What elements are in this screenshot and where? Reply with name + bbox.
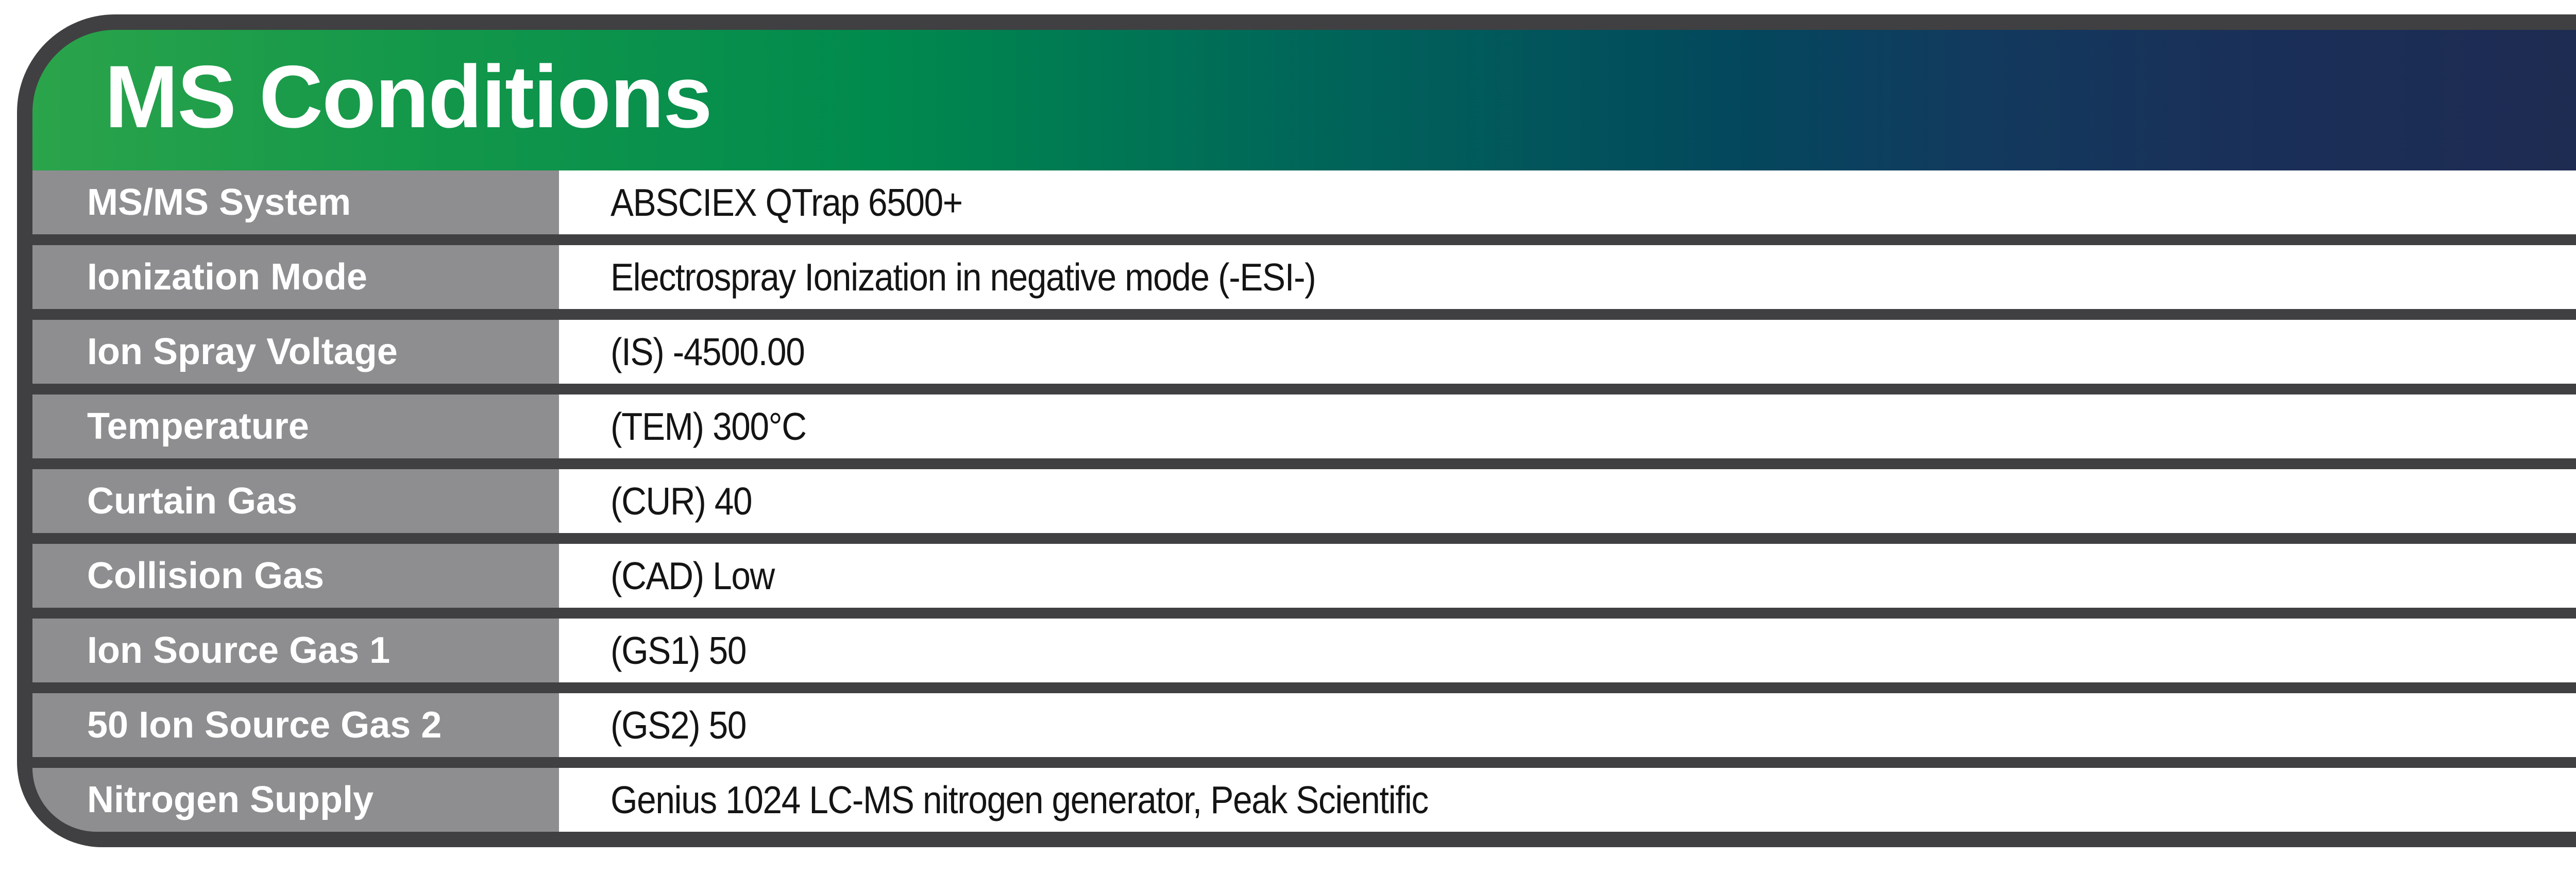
table-row: Collision Gas (CAD) Low [32,544,2576,608]
table-row: Curtain Gas (CUR) 40 [32,469,2576,533]
row-label: Curtain Gas [32,469,559,533]
row-label: Nitrogen Supply [32,768,559,832]
row-value: (CAD) Low [559,544,2576,608]
table-row: Nitrogen Supply Genius 1024 LC-MS nitrog… [32,768,2576,832]
row-value-text: (TEM) 300°C [611,405,807,448]
table-row: Ionization Mode Electrospray Ionization … [32,245,2576,309]
ms-conditions-table: MS Conditions MS/MS System ABSCIEX QTrap… [17,14,2576,847]
row-value: (GS2) 50 [559,693,2576,757]
row-value: (TEM) 300°C [559,394,2576,458]
row-value: (GS1) 50 [559,619,2576,682]
row-value: ABSCIEX QTrap 6500+ [559,170,2576,234]
table-body: MS/MS System ABSCIEX QTrap 6500+ Ionizat… [32,170,2576,832]
row-label: MS/MS System [32,170,559,234]
table-title: MS Conditions [105,47,713,146]
table-row: MS/MS System ABSCIEX QTrap 6500+ [32,170,2576,234]
row-value: Electrospray Ionization in negative mode… [559,245,2576,309]
row-value-text: Electrospray Ionization in negative mode… [611,255,1316,299]
row-value-text: (IS) -4500.00 [611,330,805,373]
row-label: Ion Spray Voltage [32,320,559,384]
row-label: Ion Source Gas 1 [32,619,559,682]
row-value-text: ABSCIEX QTrap 6500+ [611,181,963,224]
row-label: 50 Ion Source Gas 2 [32,693,559,757]
row-value: Genius 1024 LC-MS nitrogen generator, Pe… [559,768,2576,832]
row-value-text: Genius 1024 LC-MS nitrogen generator, Pe… [611,778,1429,821]
row-label: Temperature [32,394,559,458]
row-value-text: (GS2) 50 [611,704,747,747]
table-row: 50 Ion Source Gas 2 (GS2) 50 [32,693,2576,757]
row-value-text: (CAD) Low [611,554,775,597]
row-label: Collision Gas [32,544,559,608]
row-value-text: (CUR) 40 [611,479,753,523]
table-row: Ion Spray Voltage (IS) -4500.00 [32,320,2576,384]
row-value: (IS) -4500.00 [559,320,2576,384]
table-header: MS Conditions [32,30,2576,170]
row-label: Ionization Mode [32,245,559,309]
row-value-text: (GS1) 50 [611,629,747,672]
table-row: Temperature (TEM) 300°C [32,394,2576,458]
table-row: Ion Source Gas 1 (GS1) 50 [32,619,2576,682]
row-value: (CUR) 40 [559,469,2576,533]
